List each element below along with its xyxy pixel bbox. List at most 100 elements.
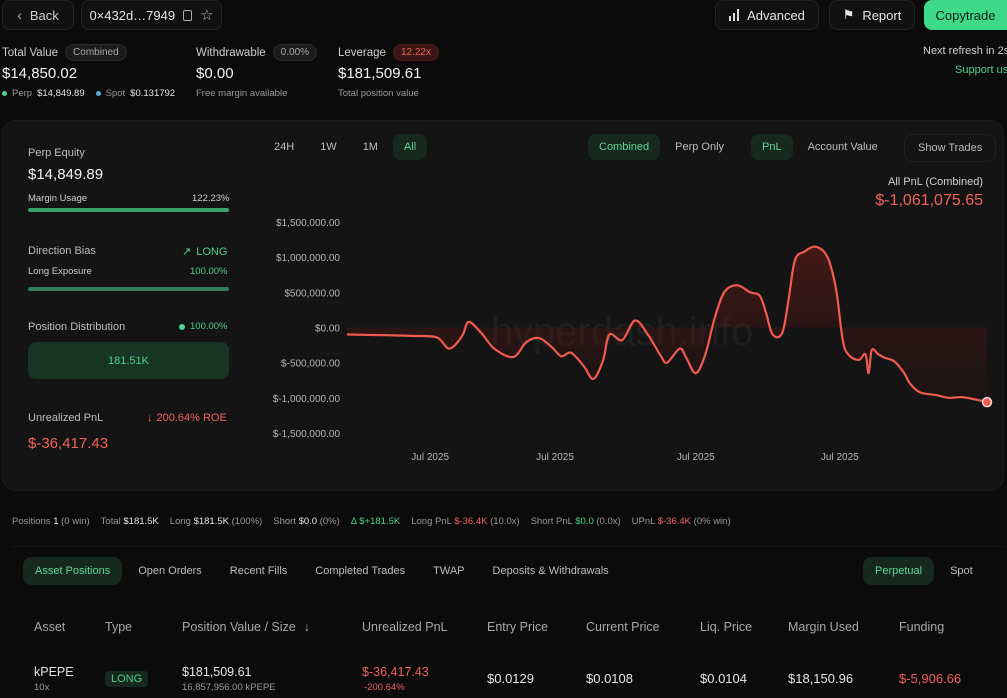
- total-value-badge: Combined: [65, 44, 127, 61]
- x-tick-label: Jul 2025: [536, 452, 574, 463]
- stat-short-pnl-label: Short PnL: [530, 516, 573, 527]
- total-value-amount: $14,850.02: [2, 65, 78, 82]
- unrealized-pnl-value: $-36,417.43: [28, 435, 109, 452]
- mode-option-perp-only[interactable]: Perp Only: [675, 141, 725, 153]
- bar-chart-icon: [729, 9, 740, 21]
- market-tab-spot[interactable]: Spot: [950, 565, 973, 577]
- address-chip[interactable]: 0×432d…7949 ☆: [81, 0, 222, 30]
- long-exposure-value: 100.00%: [190, 266, 228, 277]
- position-value: $181,509.61: [182, 665, 252, 679]
- stat-long-label: Long: [169, 516, 191, 527]
- market-tabs: Perpetual Spot: [863, 557, 985, 585]
- x-tick-label: Jul 2025: [411, 452, 449, 463]
- tab-deposits-withdrawals[interactable]: Deposits & Withdrawals: [492, 565, 609, 577]
- leverage-title: Leverage: [338, 46, 386, 59]
- column-header-type[interactable]: Type: [105, 620, 133, 634]
- margin-usage-label: Margin Usage: [28, 193, 88, 204]
- market-tab-perpetual[interactable]: Perpetual: [863, 557, 935, 585]
- tab-recent-fills[interactable]: Recent Fills: [229, 565, 288, 577]
- y-tick-label: $-500,000.00: [281, 359, 340, 370]
- table-row[interactable]: kPEPE 10x LONG $181,509.61 16,857,956.00…: [0, 655, 1007, 698]
- tab-open-orders[interactable]: Open Orders: [138, 565, 202, 577]
- liq-price: $0.0104: [700, 671, 747, 686]
- advanced-label: Advanced: [747, 7, 805, 23]
- column-header-liq-price[interactable]: Liq. Price: [700, 620, 753, 634]
- pnl-title: All PnL (Combined): [888, 176, 983, 188]
- stat-short-sub: (0%): [319, 516, 340, 527]
- column-header-margin-used[interactable]: Margin Used: [788, 620, 859, 634]
- spot-value: $0.131792: [130, 88, 176, 99]
- stat-delta-label: Δ: [350, 516, 357, 527]
- position-distribution-value: 100.00%: [179, 321, 228, 332]
- stat-long-sub: (100%): [231, 516, 263, 527]
- position-distribution-bar[interactable]: 181.51K: [28, 342, 229, 379]
- row-unrealized-pnl: $-36,417.43: [362, 665, 429, 679]
- perp-value: $14,849.89: [37, 88, 85, 99]
- leverage-badge: 12.22x: [392, 44, 439, 61]
- star-icon[interactable]: ☆: [200, 7, 214, 24]
- stat-long: Long $181.5K (100%): [170, 516, 262, 527]
- support-link[interactable]: Support us: [955, 64, 1007, 76]
- tabs-bar: [12, 546, 1005, 594]
- tab-completed-trades[interactable]: Completed Trades: [315, 565, 406, 577]
- stat-upnl-label: UPnL: [631, 516, 656, 527]
- show-trades-button[interactable]: Show Trades: [904, 134, 997, 162]
- column-header-entry-price[interactable]: Entry Price: [487, 620, 549, 634]
- range-option-all[interactable]: All: [392, 134, 428, 160]
- range-option-24h[interactable]: 24H: [274, 141, 295, 153]
- stat-positions-value: 1: [53, 516, 59, 527]
- perp-equity-label: Perp Equity: [28, 147, 85, 159]
- entry-price: $0.0129: [487, 671, 534, 686]
- column-header-current-price[interactable]: Current Price: [586, 620, 660, 634]
- stat-short-pnl-sub: (0.0x): [596, 516, 621, 527]
- stat-total: Total $181.5K: [101, 516, 159, 527]
- y-axis: $1,500,000.00 $1,000,000.00 $500,000.00 $0.…: [273, 218, 341, 440]
- direction-bias-label: Direction Bias: [28, 245, 96, 257]
- copy-icon[interactable]: [183, 9, 193, 21]
- refresh-timer: Next refresh in 2s: [923, 45, 1007, 57]
- show-trades-label: Show Trades: [918, 142, 983, 154]
- flag-icon: ⚑: [842, 7, 855, 22]
- report-button[interactable]: ⚑ Report: [829, 0, 915, 30]
- sort-arrow-down-icon[interactable]: ↓: [303, 620, 310, 634]
- margin-used: $18,150.96: [788, 671, 854, 686]
- withdrawable-badge: 0.00%: [272, 44, 318, 61]
- long-exposure-fill: [28, 287, 229, 291]
- column-header-funding[interactable]: Funding: [899, 620, 945, 634]
- mode-option-combined[interactable]: Combined: [588, 134, 661, 160]
- stat-short: Short $0.0 (0%): [273, 516, 340, 527]
- pnl-chart[interactable]: $1,500,000.00 $1,000,000.00 $500,000.00 $0.…: [262, 205, 997, 470]
- stat-upnl-sub: (0% win): [693, 516, 731, 527]
- copytrade-button[interactable]: Copytrade: [924, 0, 1007, 30]
- metric-option-account-value[interactable]: Account Value: [807, 141, 878, 153]
- pnl-total: $-1,061,075.65: [875, 192, 983, 209]
- column-header-unrealized-pnl[interactable]: Unrealized PnL: [362, 620, 448, 634]
- stat-upnl-value: $-36.4K: [657, 516, 692, 527]
- x-axis: Jul 2025 Jul 2025 Jul 2025 Jul 2025: [411, 452, 859, 463]
- leverage-sub: Total position value: [338, 88, 419, 99]
- range-option-1w[interactable]: 1W: [320, 141, 337, 153]
- column-header-asset[interactable]: Asset: [34, 620, 66, 634]
- pnl-area: [347, 246, 987, 403]
- metric-option-pnl[interactable]: PnL: [751, 134, 793, 160]
- column-header-position-value-size[interactable]: Position Value / Size ↓: [182, 620, 310, 634]
- range-option-1m[interactable]: 1M: [362, 141, 378, 153]
- spot-dot: [95, 91, 101, 96]
- leverage-label: Leverage 12.22x: [338, 44, 439, 61]
- stat-long-pnl-value: $-36.4K: [454, 516, 488, 527]
- tab-asset-positions[interactable]: Asset Positions: [23, 557, 123, 585]
- back-button[interactable]: ‹ Back: [2, 0, 74, 30]
- tab-twap[interactable]: TWAP: [433, 565, 465, 577]
- stat-short-pnl: Short PnL $0.0 (0.0x): [531, 516, 621, 527]
- pnl-end-marker[interactable]: [981, 396, 993, 408]
- stat-total-value: $181.5K: [123, 516, 159, 527]
- stat-delta-value: $+181.5K: [359, 516, 401, 527]
- trend-up-icon: ↗: [182, 246, 192, 258]
- advanced-button[interactable]: Advanced: [715, 0, 819, 30]
- green-dot-icon: [179, 323, 185, 330]
- perp-equity-value: $14,849.89: [28, 166, 104, 183]
- positions-table-header: Asset Type Position Value / Size ↓ Unrealize…: [0, 620, 1007, 636]
- total-value-title: Total Value: [2, 46, 59, 59]
- leverage-amount: $181,509.61: [338, 65, 422, 82]
- y-tick-label: $1,000,000.00: [276, 253, 340, 264]
